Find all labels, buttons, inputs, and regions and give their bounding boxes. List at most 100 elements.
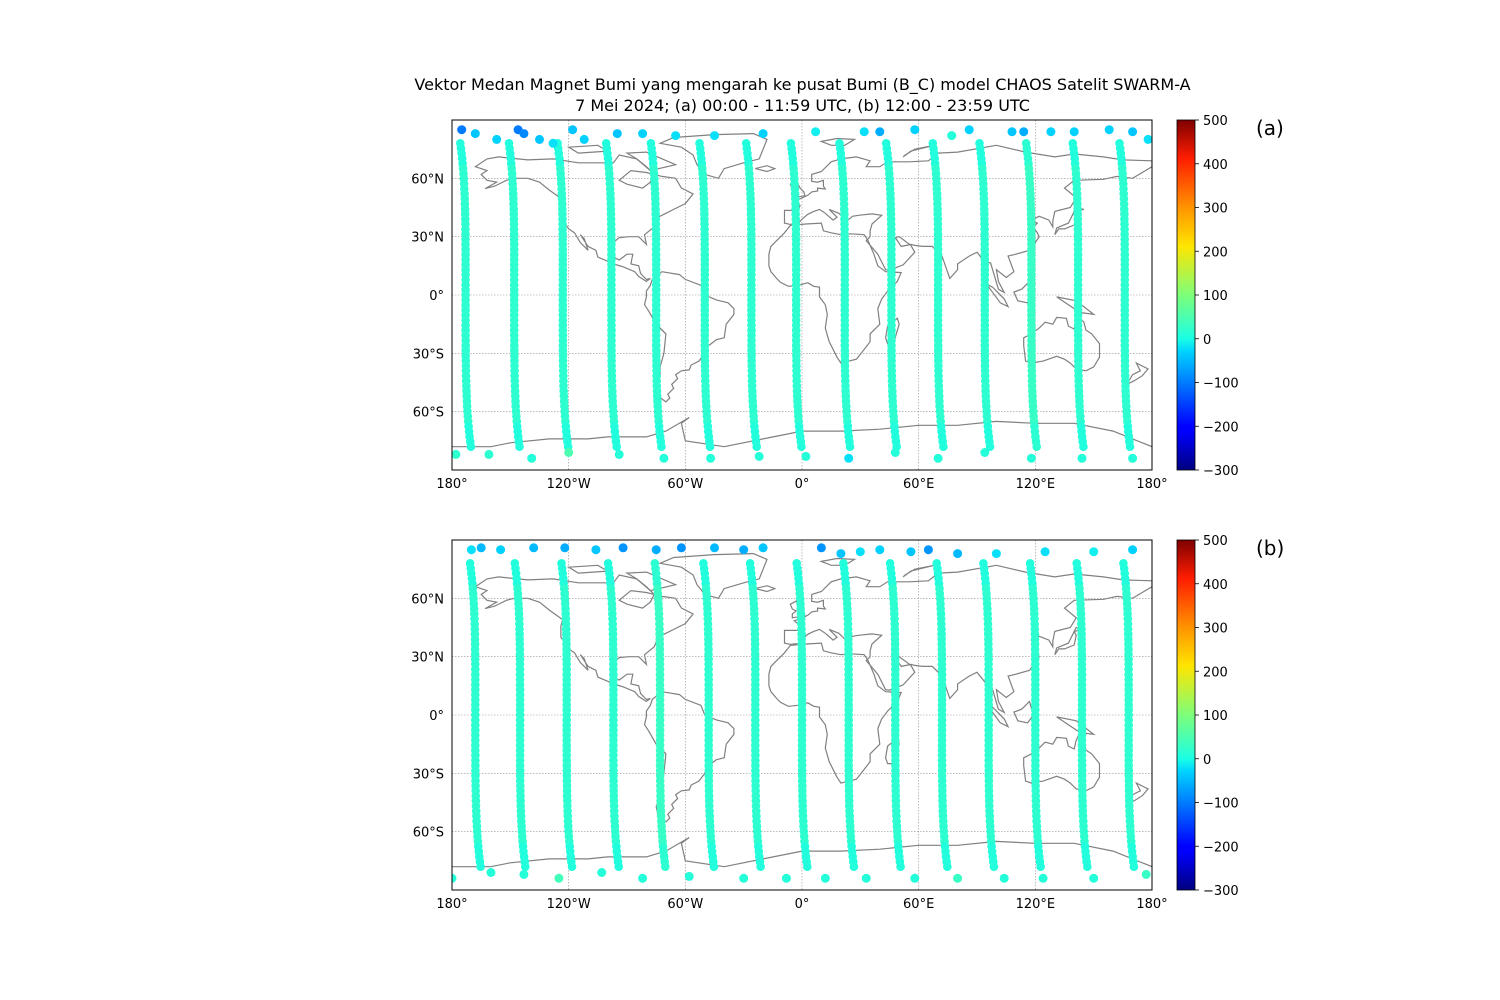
colorbar-tick-label: 0 xyxy=(1203,753,1211,768)
track-point xyxy=(515,442,524,452)
track-point xyxy=(797,442,806,452)
colorbar-tick-label: 100 xyxy=(1203,289,1228,304)
cap-point xyxy=(597,868,607,877)
cap-point xyxy=(1143,134,1152,144)
map-frame xyxy=(451,119,1153,471)
colorbar-tick-label: 300 xyxy=(1203,622,1228,637)
track-point xyxy=(709,862,719,871)
coastline xyxy=(1013,700,1035,724)
cap-point xyxy=(758,543,768,553)
cap-point xyxy=(875,127,885,137)
panel-label: (a) xyxy=(1256,116,1284,140)
cap-point xyxy=(980,448,990,457)
cap-point xyxy=(519,869,529,879)
cap-point xyxy=(452,449,461,459)
track-point xyxy=(849,862,859,871)
cap-point xyxy=(496,545,506,555)
cap-point xyxy=(457,125,467,135)
cap-point xyxy=(910,873,920,883)
cap-point xyxy=(486,868,496,877)
cap-point xyxy=(836,549,846,559)
coastline xyxy=(768,642,903,784)
coastline xyxy=(624,571,678,592)
cap-point xyxy=(1069,127,1079,137)
x-tick-label: 180° xyxy=(1136,897,1167,912)
track-point xyxy=(657,442,666,452)
y-tick-label: 30°S xyxy=(413,767,444,782)
track-point xyxy=(661,862,670,871)
cap-point xyxy=(1089,873,1099,883)
cap-point xyxy=(1141,869,1151,879)
cap-point xyxy=(618,543,628,553)
satellite-points xyxy=(452,125,1152,463)
coastline xyxy=(768,222,903,364)
track-point xyxy=(1036,862,1045,871)
cap-point xyxy=(564,448,574,457)
colorbar-tick-label: 200 xyxy=(1203,665,1228,680)
x-tick-label: 180° xyxy=(436,477,467,492)
track-point xyxy=(476,862,485,871)
coastline xyxy=(755,585,777,593)
cap-point xyxy=(676,543,686,553)
track-point xyxy=(1032,442,1041,452)
panel-label: (b) xyxy=(1256,536,1284,560)
cap-point xyxy=(638,873,648,883)
satellite-points xyxy=(452,543,1151,883)
cap-point xyxy=(1019,127,1029,137)
cap-point xyxy=(651,545,661,555)
cap-point xyxy=(875,545,885,555)
cap-point xyxy=(964,125,974,135)
y-tick-label: 30°N xyxy=(411,651,444,666)
track-point xyxy=(614,862,623,871)
track-point xyxy=(567,862,577,871)
cap-point xyxy=(591,545,601,555)
y-tick-label: 60°N xyxy=(411,172,444,187)
cap-point xyxy=(811,127,821,137)
coastline xyxy=(902,144,935,158)
cap-point xyxy=(859,127,869,137)
cap-point xyxy=(1046,127,1056,137)
cap-point xyxy=(638,129,648,139)
coastline xyxy=(658,552,768,600)
cap-point xyxy=(999,873,1009,883)
y-tick-label: 60°N xyxy=(411,592,444,607)
x-tick-label: 60°W xyxy=(667,477,703,492)
track-point xyxy=(1125,442,1135,452)
coastline xyxy=(658,132,768,180)
colorbar xyxy=(1176,539,1196,891)
cap-point xyxy=(906,547,916,557)
cap-point xyxy=(548,138,558,148)
cap-point xyxy=(614,449,624,459)
cap-point xyxy=(612,129,622,139)
colorbar-tick-label: 400 xyxy=(1203,578,1228,593)
cap-point xyxy=(535,134,544,144)
coastline xyxy=(1023,735,1101,792)
coastline xyxy=(1056,716,1096,736)
coastline xyxy=(902,564,935,578)
coastline xyxy=(1056,296,1096,316)
cap-point xyxy=(816,543,826,553)
cap-point xyxy=(519,129,529,139)
track-point xyxy=(466,442,476,452)
coastline xyxy=(819,137,857,146)
colorbar-tick-label: 0 xyxy=(1203,333,1211,348)
cap-point xyxy=(579,134,589,144)
cap-point xyxy=(1007,127,1017,137)
x-tick-label: 0° xyxy=(795,897,810,912)
cap-point xyxy=(861,873,871,883)
cap-point xyxy=(710,543,719,553)
colorbar xyxy=(1176,119,1196,471)
x-tick-label: 120°E xyxy=(1016,897,1056,912)
cap-point xyxy=(684,871,694,881)
track-point xyxy=(756,862,765,871)
cap-point xyxy=(706,453,716,463)
coastline xyxy=(452,416,1152,448)
cap-point xyxy=(452,873,457,883)
cap-point xyxy=(1128,453,1138,463)
cap-point xyxy=(1089,547,1099,557)
cap-point xyxy=(554,873,564,883)
coastline xyxy=(566,564,610,574)
track-point xyxy=(752,442,761,452)
cap-point xyxy=(754,451,764,461)
